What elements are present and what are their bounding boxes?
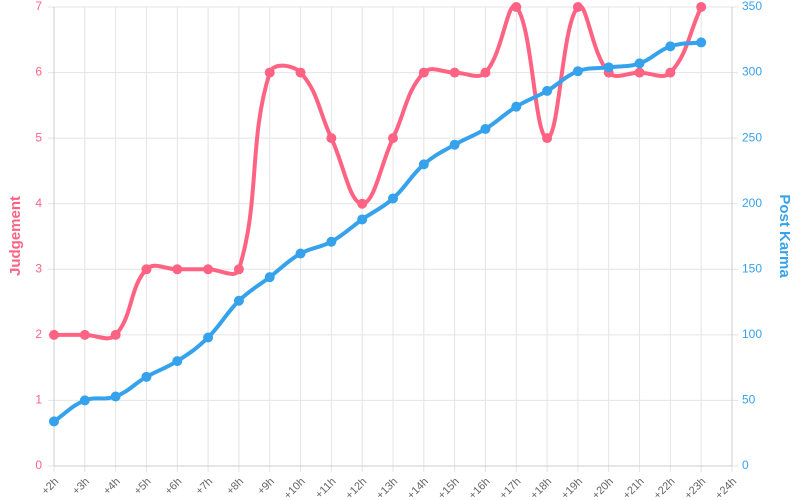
- y2-tick-label: 350: [742, 0, 762, 13]
- data-point: [388, 193, 398, 204]
- x-tick-label: +4h: [101, 476, 123, 498]
- x-tick-label: +22h: [652, 476, 678, 500]
- x-tick-label: +11h: [313, 476, 338, 500]
- data-point: [665, 41, 676, 52]
- x-tick-label: +8h: [224, 476, 246, 498]
- data-point: [295, 248, 306, 259]
- data-point: [357, 214, 368, 225]
- data-point: [141, 371, 152, 382]
- data-point: [572, 66, 583, 77]
- y-axis-title: Judgement: [7, 196, 24, 276]
- x-tick-label: +9h: [255, 476, 277, 498]
- data-point: [511, 2, 522, 12]
- data-point: [264, 67, 275, 78]
- data-point: [172, 356, 183, 367]
- data-point: [326, 133, 337, 144]
- y2-axis-title: Post Karma: [776, 194, 793, 278]
- y2-tick-label: 250: [742, 130, 762, 144]
- x-tick-label: +10h: [282, 476, 308, 500]
- y-tick-label: 7: [35, 0, 42, 13]
- data-point: [233, 295, 244, 306]
- data-point: [418, 159, 429, 170]
- series-line: [52, 40, 702, 424]
- y-tick-label: 2: [35, 327, 42, 341]
- x-tick-label: +16h: [467, 476, 493, 500]
- y2-tick-label: 150: [742, 261, 762, 275]
- data-point: [449, 139, 460, 150]
- data-point: [480, 123, 491, 134]
- x-tick-label: +12h: [343, 476, 369, 500]
- y-tick-label: 0: [35, 458, 42, 472]
- data-point: [696, 2, 707, 12]
- x-tick-label: +21h: [621, 476, 647, 500]
- x-tick-label: +19h: [559, 476, 585, 500]
- y-tick-label: 1: [35, 393, 42, 407]
- data-point: [480, 67, 491, 78]
- data-point: [634, 58, 645, 69]
- data-point: [79, 395, 90, 406]
- y-tick-label: 6: [35, 65, 42, 79]
- x-tick-label: +23h: [682, 476, 708, 500]
- x-tick-label: +7h: [194, 476, 216, 498]
- y2-tick-label: 0: [742, 458, 749, 472]
- x-tick-label: +20h: [590, 476, 616, 500]
- x-tick-label: +24h: [713, 476, 739, 500]
- data-point: [203, 332, 214, 343]
- y2-tick-label: 50: [742, 393, 756, 407]
- data-point: [233, 264, 244, 275]
- data-point: [449, 67, 460, 78]
- data-point: [264, 272, 275, 283]
- data-point: [203, 264, 214, 275]
- data-point: [49, 416, 59, 427]
- data-point: [172, 264, 183, 275]
- data-point: [665, 67, 676, 78]
- series-line: [54, 4, 703, 341]
- x-tick-label: +17h: [497, 476, 523, 500]
- data-point: [141, 264, 152, 275]
- data-point: [110, 329, 121, 340]
- data-point: [572, 2, 583, 12]
- x-tick-label: +15h: [436, 476, 462, 500]
- data-point: [388, 133, 398, 144]
- y-tick-label: 3: [35, 261, 42, 275]
- x-tick-label: +6h: [163, 476, 185, 498]
- data-point: [542, 133, 553, 144]
- data-point: [603, 62, 614, 73]
- x-tick-label: +5h: [132, 476, 154, 498]
- data-point: [357, 198, 368, 209]
- x-tick-label: +13h: [374, 476, 400, 500]
- x-tick-label: +3h: [70, 476, 92, 498]
- data-point: [295, 67, 306, 78]
- data-point: [634, 67, 645, 78]
- data-point: [49, 329, 59, 340]
- data-point: [542, 85, 553, 96]
- y2-tick-label: 100: [742, 327, 762, 341]
- data-point: [418, 67, 429, 78]
- data-point: [326, 236, 337, 247]
- y2-tick-label: 300: [742, 65, 762, 79]
- data-point: [511, 101, 522, 112]
- y-tick-label: 5: [35, 130, 42, 144]
- y-tick-label: 4: [35, 196, 42, 210]
- x-tick-label: +2h: [39, 476, 61, 498]
- data-point: [110, 391, 121, 402]
- x-tick-label: +14h: [405, 476, 431, 500]
- data-point: [696, 37, 707, 48]
- data-point: [79, 329, 90, 340]
- y2-tick-label: 200: [742, 196, 762, 210]
- x-tick-label: +18h: [528, 476, 554, 500]
